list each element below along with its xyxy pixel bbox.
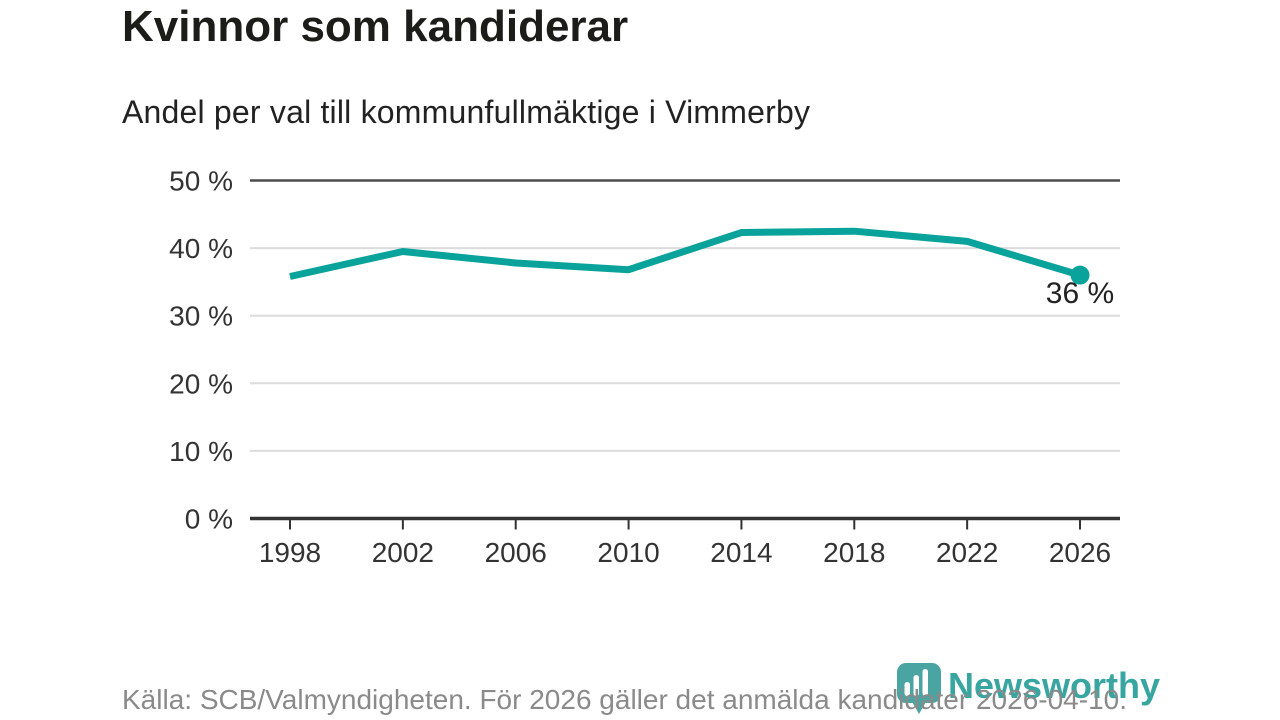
x-tick-label: 1998 xyxy=(259,537,321,568)
y-tick-label: 50 % xyxy=(169,166,233,197)
x-tick-label: 2022 xyxy=(936,537,998,568)
y-tick-label: 0 % xyxy=(185,504,233,535)
y-tick-label: 40 % xyxy=(169,233,233,264)
bar-chart-pin-icon xyxy=(897,663,941,714)
source-note: Källa: SCB/Valmyndigheten. För 2026 gäll… xyxy=(122,684,1127,715)
x-tick-label: 2018 xyxy=(823,537,885,568)
x-tick-label: 2010 xyxy=(597,537,659,568)
chart-subtitle: Andel per val till kommunfullmäktige i V… xyxy=(122,94,811,130)
chart-title: Kvinnor som kandiderar xyxy=(122,2,629,51)
y-tick-label: 30 % xyxy=(169,301,233,332)
x-tick-label: 2002 xyxy=(372,537,434,568)
last-point-label: 36 % xyxy=(1046,277,1114,310)
y-tick-label: 20 % xyxy=(169,368,233,399)
newsworthy-wordmark: Newsworthy xyxy=(948,665,1161,706)
last-data-point xyxy=(1070,265,1090,285)
x-tick-label: 2014 xyxy=(710,537,772,568)
newsworthy-logo: Newsworthy xyxy=(897,663,1160,715)
data-line xyxy=(289,227,1082,280)
y-tick-label: 10 % xyxy=(169,436,233,467)
x-tick-label: 2006 xyxy=(485,537,547,568)
x-tick-label: 2026 xyxy=(1049,537,1111,568)
